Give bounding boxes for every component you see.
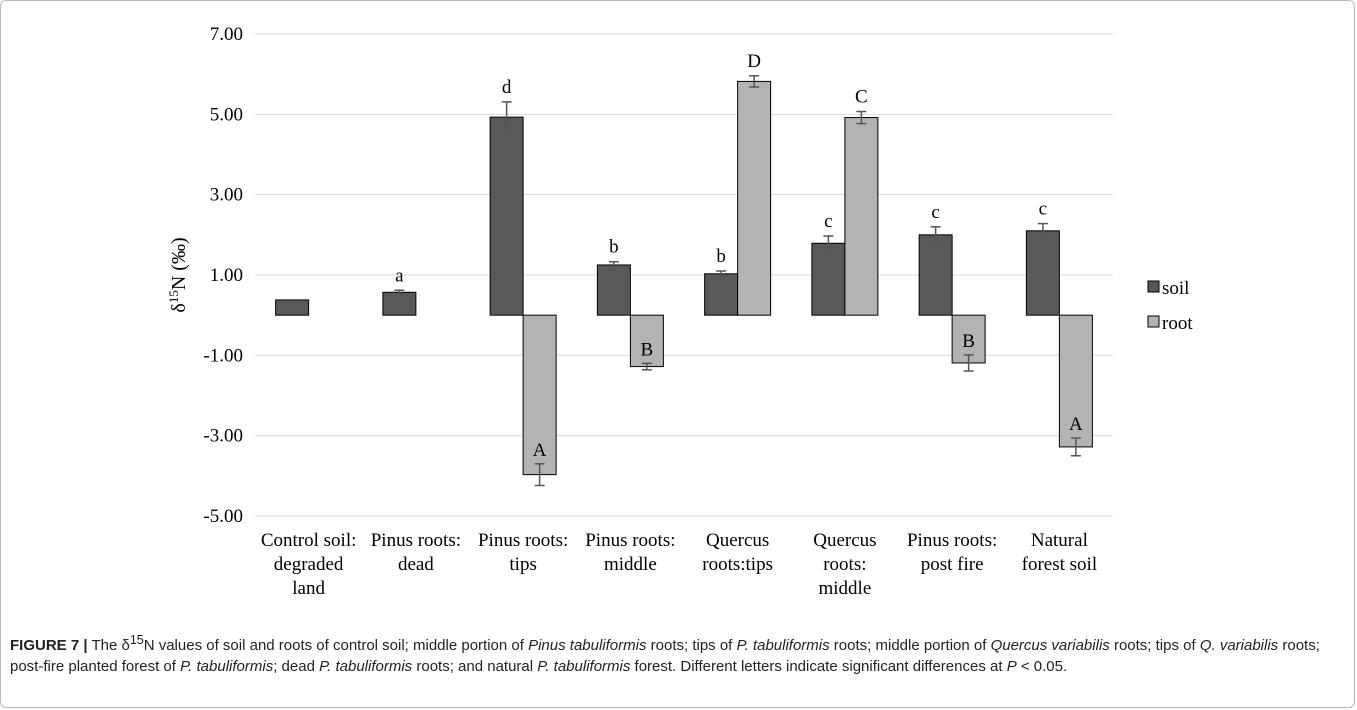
x-tick-label: Natural: [1031, 530, 1088, 551]
caption-figure-number: FIGURE 7 |: [10, 637, 88, 654]
caption-text: roots; and natural: [412, 658, 538, 675]
caption-superscript: 15: [129, 633, 144, 647]
caption-italic: P. tabuliformis: [736, 637, 830, 654]
figure-caption: FIGURE 7 | The δ15N values of soil and r…: [10, 630, 1340, 677]
x-tick-label: middle: [818, 578, 871, 599]
x-tick-label: middle: [604, 554, 657, 575]
caption-text: roots; tips of: [1109, 637, 1200, 654]
significance-letter: c: [1039, 199, 1047, 220]
significance-letter: B: [641, 339, 654, 360]
x-tick-label: roots:tips: [702, 554, 773, 575]
significance-letter: B: [962, 331, 975, 352]
x-tick-label: roots:: [823, 554, 866, 575]
root-legend-label: root: [1162, 313, 1193, 334]
bars: a d b b c c c A B D C B A: [275, 51, 1093, 487]
x-tick-label: Pinus roots:: [371, 530, 461, 551]
significance-letter: A: [533, 440, 547, 461]
caption-italic: P: [1006, 658, 1017, 675]
caption-text: N values of soil and roots of control so…: [143, 637, 529, 654]
soil-bar: [382, 291, 417, 316]
root-legend-swatch: [1147, 315, 1160, 328]
x-tick-label: Pinus roots:: [907, 530, 997, 551]
significance-letter: D: [747, 51, 761, 72]
bar-chart: 7.00 5.00 3.00 1.00 -1.00 -3.00 -5.00 a d b b c c c A…: [166, 24, 1194, 599]
y-tick-labels: 7.00 5.00 3.00 1.00 -1.00 -3.00 -5.00: [203, 24, 243, 527]
soil-legend-label: soil: [1162, 278, 1189, 299]
caption-text: roots; tips of: [646, 637, 737, 654]
significance-letter: a: [395, 265, 404, 286]
soil-bar: [596, 264, 631, 316]
y-tick-label: 7.00: [210, 24, 243, 45]
root-bar: [737, 80, 772, 316]
root-bar: [844, 117, 879, 316]
caption-italic: Q. variabilis: [1199, 637, 1279, 654]
significance-letter: c: [931, 202, 939, 223]
caption-text: roots; middle portion of: [829, 637, 991, 654]
significance-letter: A: [1069, 414, 1083, 435]
caption-italic: P. tabuliformis: [319, 658, 413, 675]
soil-bar: [1025, 230, 1060, 316]
soil-legend-swatch: [1147, 280, 1160, 293]
soil-bar: [811, 242, 846, 316]
x-tick-label: dead: [398, 554, 434, 575]
caption-text: forest. Different letters indicate signi…: [630, 658, 1007, 675]
x-tick-label: Control soil:: [261, 530, 357, 551]
x-tick-label: Pinus roots:: [478, 530, 568, 551]
x-tick-label: forest soil: [1022, 554, 1097, 575]
root-bar: [1058, 314, 1093, 448]
caption-text: roots; post-fire planted forest of: [10, 637, 1320, 675]
x-tick-label: land: [292, 578, 325, 599]
significance-letter: d: [502, 77, 512, 98]
caption-italic: Pinus tabuliformis: [528, 637, 647, 654]
caption-italic: Quercus variabilis: [990, 637, 1110, 654]
caption-text: The δ: [87, 637, 130, 654]
grid-lines: [255, 33, 1113, 517]
x-tick-label: post fire: [921, 554, 984, 575]
significance-letter: C: [855, 87, 868, 108]
x-tick-label: Quercus: [706, 530, 769, 551]
y-tick-label: 1.00: [210, 265, 243, 286]
soil-bar: [489, 116, 524, 316]
x-tick-label: Quercus: [813, 530, 876, 551]
caption-italic: P. tabuliformis: [537, 658, 631, 675]
soil-bar: [704, 273, 739, 316]
significance-letter: b: [716, 246, 726, 267]
y-tick-label: -5.00: [203, 506, 243, 527]
y-axis-title: δ15N (‰): [166, 237, 191, 312]
x-tick-labels: Control soil: degraded land Pinus roots: dea…: [261, 530, 1097, 599]
caption-text: < 0.05.: [1016, 658, 1068, 675]
y-tick-label: 3.00: [210, 185, 243, 206]
y-tick-label: -3.00: [203, 426, 243, 447]
legend: soil root: [1147, 278, 1193, 334]
x-tick-label: degraded: [274, 554, 344, 575]
x-tick-label: tips: [509, 554, 536, 575]
soil-bar: [918, 234, 953, 316]
significance-letter: c: [824, 211, 832, 232]
caption-text: ; dead: [273, 658, 320, 675]
significance-letter: b: [609, 237, 619, 258]
y-tick-label: -1.00: [203, 345, 243, 366]
soil-bar: [275, 299, 310, 316]
y-tick-label: 5.00: [210, 104, 243, 125]
caption-italic: P. tabuliformis: [180, 658, 274, 675]
x-tick-label: Pinus roots:: [585, 530, 675, 551]
